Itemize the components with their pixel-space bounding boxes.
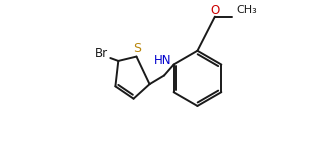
Text: CH₃: CH₃	[236, 5, 257, 15]
Text: O: O	[210, 4, 219, 17]
Text: Br: Br	[95, 47, 108, 60]
Text: S: S	[134, 42, 142, 55]
Text: HN: HN	[154, 54, 171, 67]
